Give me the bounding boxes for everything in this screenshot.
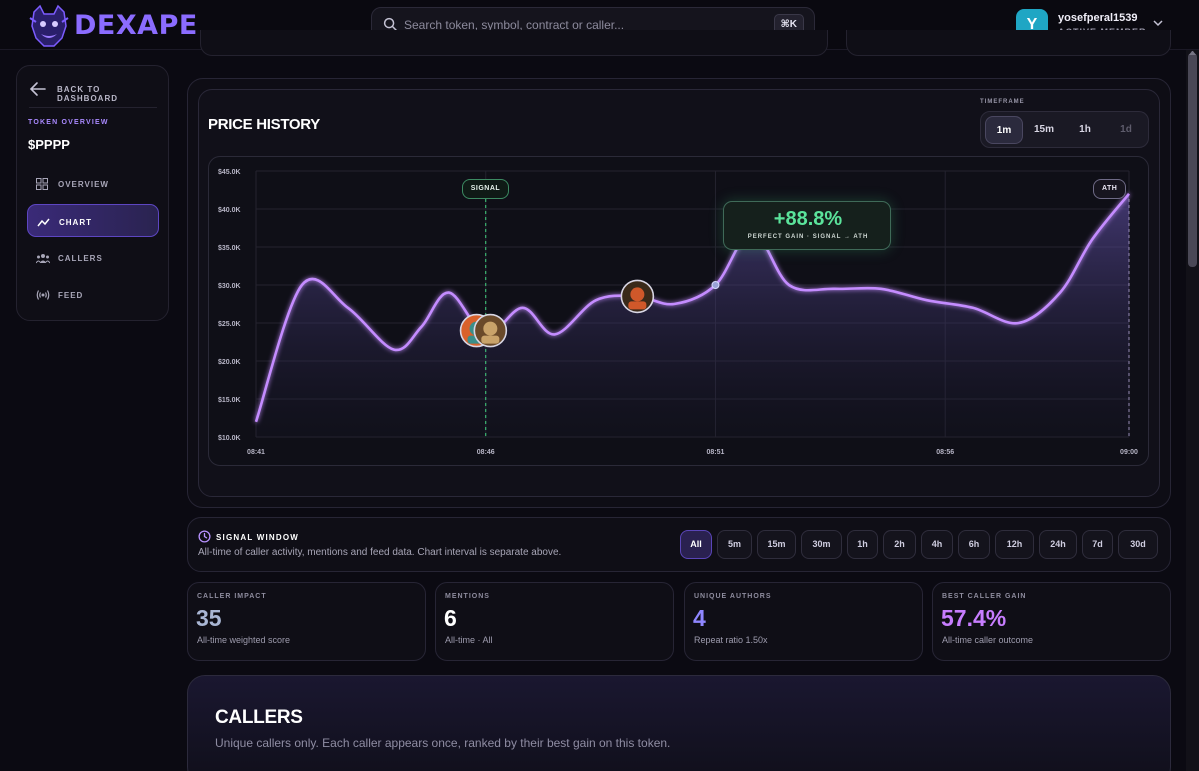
caller-avatar-face (630, 287, 645, 302)
back-to-dashboard-link[interactable]: BACK TO DASHBOARD (29, 78, 159, 103)
stat-label: BEST CALLER GAIN (942, 593, 1027, 600)
price-chart[interactable]: $10.0K $15.0K $20.0K $25.0K $30.0K $35.0K $40.… (208, 156, 1149, 466)
scrollbar-thumb[interactable] (1188, 53, 1197, 267)
grid-icon (36, 178, 48, 190)
signal-window-description: All-time of caller activity, mentions an… (198, 547, 562, 558)
token-symbol: $PPPP (28, 137, 70, 152)
sidebar-item-label: CHART (59, 218, 92, 227)
upper-card-edge-right (846, 30, 1171, 56)
stat-value: 6 (444, 605, 457, 631)
top-bar: DEXAPE ⌘K Y yosefperal1539 ACTIVE MEMBER (0, 0, 1199, 50)
search-icon (383, 17, 398, 32)
back-label: BACK TO DASHBOARD (57, 85, 118, 103)
callers-subtitle: Unique callers only. Each caller appears… (215, 736, 671, 750)
window-7d-button[interactable]: 7d (1082, 530, 1113, 559)
price-line (254, 192, 1131, 423)
y-tick-label: $45.0K (218, 169, 241, 176)
timeframe-1d-button[interactable]: 1d (1120, 124, 1132, 135)
window-30d-button[interactable]: 30d (1118, 530, 1158, 559)
highlight-point (711, 281, 720, 289)
stat-subtext: All-time caller outcome (942, 635, 1034, 645)
caller-avatar-body (628, 301, 647, 310)
window-1h-button[interactable]: 1h (847, 530, 878, 559)
stat-value: 57.4% (941, 605, 1007, 631)
clock-icon (198, 530, 211, 543)
window-24h-button[interactable]: 24h (1039, 530, 1077, 559)
brand-name[interactable]: DEXAPE (74, 10, 198, 41)
x-tick-label: 08:56 (936, 449, 954, 456)
x-tick-label: 08:51 (707, 449, 725, 456)
divider (29, 107, 157, 108)
stat-caller-impact: CALLER IMPACT 35 All-time weighted score (187, 582, 426, 661)
sidebar-item-label: OVERVIEW (58, 180, 109, 189)
username[interactable]: yosefperal1539 (1058, 12, 1138, 24)
caller-avatar (473, 313, 508, 348)
y-tick-label: $25.0K (218, 321, 241, 328)
sidebar-item-label: CALLERS (58, 254, 103, 263)
x-tick-label: 08:41 (247, 449, 265, 456)
gain-value: +88.8% (773, 208, 843, 230)
y-tick-label: $30.0K (218, 283, 241, 290)
trend-line-icon (37, 218, 50, 227)
signal-marker-tag[interactable]: SIGNAL (461, 179, 510, 199)
callers-section (187, 675, 1171, 771)
sidebar-item-overview[interactable]: OVERVIEW (27, 167, 159, 200)
stat-mentions: MENTIONS 6 All-time · All (435, 582, 674, 661)
timeframe-selector: 1m 15m 1h 1d (980, 111, 1149, 148)
gain-caption: PERFECT GAIN · SIGNAL → ATH (747, 234, 869, 240)
y-tick-label: $35.0K (218, 245, 241, 252)
window-15m-button[interactable]: 15m (757, 530, 796, 559)
caller-avatar-body (481, 335, 500, 344)
y-tick-label: $15.0K (218, 397, 241, 404)
scroll-up-arrow-icon[interactable] (1189, 51, 1196, 55)
ape-logo-icon[interactable] (28, 4, 70, 48)
price-area-fill (256, 193, 1129, 437)
caller-avatar-face (483, 321, 498, 336)
window-2h-button[interactable]: 2h (883, 530, 916, 559)
arrow-left-icon (29, 82, 46, 96)
ath-marker-tag[interactable]: ATH (1093, 179, 1127, 199)
x-tick-label: 09:00 (1120, 449, 1138, 456)
chart-title: PRICE HISTORY (208, 116, 320, 133)
stat-label: CALLER IMPACT (197, 593, 267, 600)
stat-subtext: All-time · All (445, 635, 493, 645)
broadcast-icon (36, 290, 50, 300)
stat-label: MENTIONS (445, 593, 490, 600)
y-tick-label: $20.0K (218, 359, 241, 366)
gain-callout: +88.8% PERFECT GAIN · SIGNAL → ATH (723, 201, 891, 250)
users-icon (36, 254, 50, 264)
stat-subtext: All-time weighted score (197, 635, 291, 645)
signal-window-title: SIGNAL WINDOW (216, 533, 300, 542)
stat-subtext: Repeat ratio 1.50x (694, 635, 768, 645)
upper-card-edge (200, 30, 828, 56)
window-all-button[interactable]: All (680, 530, 712, 559)
sidebar-item-label: FEED (58, 291, 84, 300)
window-4h-button[interactable]: 4h (921, 530, 953, 559)
y-tick-label: $40.0K (218, 207, 241, 214)
window-6h-button[interactable]: 6h (958, 530, 990, 559)
caller-avatar (620, 279, 655, 314)
stat-label: UNIQUE AUTHORS (694, 593, 772, 600)
window-5m-button[interactable]: 5m (717, 530, 752, 559)
timeframe-15m-button[interactable]: 15m (1033, 124, 1054, 135)
stat-value: 35 (196, 605, 222, 631)
timeframe-label: TIMEFRAME (980, 99, 1025, 105)
section-eyebrow: TOKEN OVERVIEW (28, 119, 109, 126)
sidebar-item-feed[interactable]: FEED (27, 278, 159, 311)
x-tick-label: 08:46 (477, 449, 495, 456)
chevron-down-icon[interactable] (1152, 17, 1164, 29)
timeframe-1m-button[interactable]: 1m (985, 116, 1023, 144)
price-chart-svg: $10.0K $15.0K $20.0K $25.0K $30.0K $35.0K $40.… (218, 169, 1138, 456)
stat-value: 4 (693, 605, 706, 631)
y-tick-label: $10.0K (218, 435, 241, 442)
timeframe-1h-button[interactable]: 1h (1079, 124, 1091, 135)
window-30m-button[interactable]: 30m (801, 530, 842, 559)
sidebar-item-chart[interactable]: CHART (27, 204, 159, 237)
stat-unique-authors: UNIQUE AUTHORS 4 Repeat ratio 1.50x (684, 582, 923, 661)
sidebar-item-callers[interactable]: CALLERS (27, 241, 159, 274)
callers-title: CALLERS (215, 707, 303, 728)
sidebar: BACK TO DASHBOARD TOKEN OVERVIEW $PPPP O… (16, 65, 169, 321)
window-12h-button[interactable]: 12h (995, 530, 1034, 559)
stat-best-caller-gain: BEST CALLER GAIN 57.4% All-time caller o… (932, 582, 1171, 661)
